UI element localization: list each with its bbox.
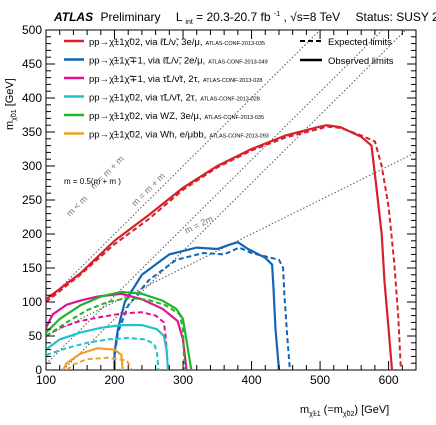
- observed-legend-label: Observed limits: [328, 56, 394, 67]
- kinematic-boundary-line: [62, 30, 407, 370]
- expected-legend-label: Expected limits: [328, 37, 392, 48]
- observed-limit-series-1: [113, 241, 281, 370]
- expected-limit-series-1: [113, 246, 291, 370]
- y-axis-title: mχ̃01 [GeV]: [4, 78, 18, 130]
- x-tick-label: 300: [173, 373, 193, 387]
- legend-entry: pp→χ̃±1χ̃02, via τ̃L/ν̃τ, 2τ, ATLAS-CONF-…: [89, 93, 260, 104]
- y-tick-label: 250: [22, 193, 42, 207]
- expected-limit-series-0: [46, 125, 402, 370]
- y-tick-label: 150: [22, 261, 42, 275]
- kinematic-line-label: m = m + m: [129, 171, 167, 208]
- legend-entry: pp→χ̃±1χ̃∓1, via τ̃L/ν̃τ, 2τ, ATLAS-CONF-…: [89, 74, 263, 85]
- kinematic-line-label: m < m: [64, 194, 89, 219]
- expected-limit-series-5: [65, 356, 133, 370]
- y-tick-label: 0: [35, 363, 42, 377]
- observed-limit-series-5: [62, 347, 124, 370]
- observed-limit-series-2: [46, 292, 188, 370]
- y-tick-label: 50: [29, 329, 43, 343]
- expected-limit-series-2: [46, 311, 169, 370]
- note-text: m = 0.5(m + m ): [64, 177, 121, 186]
- x-tick-label: 200: [105, 373, 125, 387]
- expected-limit-series-4: [46, 296, 186, 370]
- header-lumi: L: [176, 10, 183, 24]
- x-tick-label: 100: [36, 373, 56, 387]
- chart-header: ATLAS Preliminary L int = 20.3-20.7 fb -…: [53, 5, 436, 27]
- legend-entry: pp→χ̃±1χ̃02, via WZ, 3e/μ, ATLAS-CONF-201…: [89, 111, 264, 122]
- y-tick-label: 100: [22, 295, 42, 309]
- x-axis-title: mχ̃±1 (=mχ̃02) [GeV]: [300, 404, 389, 418]
- x-tick-label: 500: [310, 373, 330, 387]
- y-tick-label: 400: [22, 91, 42, 105]
- kinematic-boundary-line: [46, 30, 384, 365]
- header-energy: , √s=8 TeV: [283, 10, 340, 24]
- header-lumi-value: = 20.3-20.7 fb: [196, 10, 271, 24]
- legend-entry: pp→χ̃±1χ̃∓1, via ℓ̃L/ν̃, 2e/μ, ATLAS-CONF…: [89, 56, 268, 67]
- observed-limit-series-0: [46, 124, 394, 370]
- observed-limit-series-3: [46, 324, 170, 370]
- x-tick-label: 400: [242, 373, 262, 387]
- y-tick-label: 200: [22, 227, 42, 241]
- legend: pp→χ̃±1χ̃02, via ℓ̃L/ν̃, 3e/μ, ATLAS-CONF…: [64, 37, 394, 141]
- observed-limit-series-4: [46, 290, 193, 370]
- header-status: Status: SUSY 2013: [356, 10, 436, 24]
- mass-assumption-note: m = 0.5(m + m ): [64, 177, 121, 186]
- y-tick-label: 450: [22, 57, 42, 71]
- header-status-word: Preliminary: [100, 10, 160, 24]
- legend-entry: pp→χ̃±1χ̃02, via ℓ̃L/ν̃, 3e/μ, ATLAS-CONF…: [89, 37, 265, 48]
- y-tick-label: 500: [22, 23, 42, 37]
- header-experiment: ATLAS: [53, 10, 93, 24]
- kinematic-line-label: m = 2m: [183, 213, 215, 235]
- header-lumi-exp: -1: [274, 11, 280, 18]
- x-tick-label: 600: [379, 373, 399, 387]
- header-lumi-sub: int: [185, 19, 192, 26]
- expected-limit-series-3: [46, 336, 160, 370]
- y-tick-label: 300: [22, 159, 42, 173]
- legend-entry: pp→χ̃±1χ̃02, via Wh, e/μbb, ATLAS-CONF-20…: [89, 130, 269, 141]
- y-tick-label: 350: [22, 125, 42, 139]
